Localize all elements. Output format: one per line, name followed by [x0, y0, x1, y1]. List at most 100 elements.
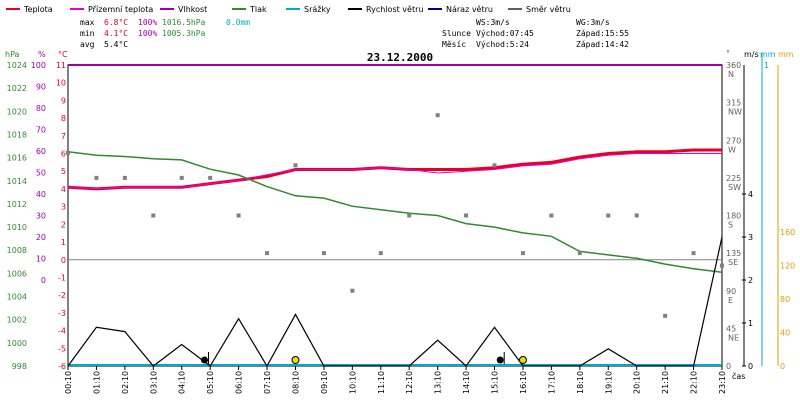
tick-degc-1: -5	[58, 344, 66, 353]
series-line-1	[67, 153, 722, 190]
tick-degc-13: 7	[61, 132, 66, 141]
tick-hpa-10: 1018	[7, 130, 27, 139]
tick-degc-4: -2	[58, 291, 66, 300]
tick-ms-2: 2	[748, 276, 753, 285]
stats-min-press: 1005.3hPa	[162, 29, 206, 38]
wind-dir-point-17	[549, 213, 554, 218]
marker-moon-0	[200, 356, 208, 364]
tick-degc-15: 9	[61, 96, 66, 105]
tick-pct-7: 70	[36, 126, 46, 135]
tick-degc-14: 8	[61, 114, 66, 123]
legend-label-1: Přízemní teplota	[88, 5, 153, 14]
tick-pct-10: 100	[31, 61, 46, 70]
marker-moon-2	[496, 356, 504, 364]
tick-pct-0: 0	[41, 276, 46, 285]
tick-x-1: 01:10	[92, 371, 101, 394]
wind-dir-point-4	[179, 175, 184, 180]
unit-hpa: hPa	[5, 50, 20, 59]
tick-x-21: 21:10	[661, 371, 670, 394]
wind-dir-point-5	[208, 175, 213, 180]
tick-mm2-4: 160	[780, 228, 795, 237]
stats-moonset: Západ:14:42	[576, 40, 629, 49]
tick-deg-4: 180	[726, 212, 741, 221]
stats-avg-temp: 5.4°C	[104, 40, 128, 49]
stats-min-label: min	[80, 29, 95, 38]
tick-hpa-5: 1008	[7, 246, 27, 255]
tick-x-15: 15:10	[491, 371, 500, 394]
stats-sunrise: Východ:07:45	[476, 29, 534, 38]
wind-dir-point-18	[577, 251, 582, 256]
tick-pct-6: 60	[36, 147, 46, 156]
tick-x-23: 23:10	[718, 371, 727, 394]
legend-label-0: Teplota	[23, 5, 53, 14]
wind-dir-point-6	[236, 213, 241, 218]
tick-hpa-3: 1004	[7, 293, 27, 302]
tick-pct-4: 40	[36, 190, 46, 199]
wind-dir-point-2	[122, 175, 127, 180]
wind-dir-point-1	[94, 175, 99, 180]
plot-frame	[67, 64, 723, 367]
tick-degc-2: -4	[58, 327, 66, 336]
tick-mm-top-0: 1	[764, 61, 769, 70]
series-line-0	[67, 148, 722, 191]
legend-label-3: Tlak	[249, 5, 267, 14]
tick-degc-0: -6	[58, 362, 66, 371]
unit-time: čas	[732, 371, 745, 381]
wind-dir-point-0	[66, 150, 70, 155]
tick-degc-8: 2	[61, 220, 66, 229]
legend-label-6: Náraz větru	[446, 5, 493, 14]
tick-hpa-2: 1002	[7, 316, 27, 325]
wind-dir-point-16	[520, 251, 525, 256]
marker-sun-3	[518, 356, 527, 364]
wind-dir-point-19	[606, 213, 611, 218]
tick-hpa-13: 1024	[7, 61, 27, 70]
tick-x-20: 20:10	[633, 371, 642, 394]
stats-sunset: Západ:15:55	[576, 29, 629, 38]
stats-wg: WG:3m/s	[576, 18, 610, 27]
legend-label-5: Rychlost větru	[366, 5, 423, 14]
tick-pct-2: 20	[36, 233, 46, 242]
tick-deg-label-8: N	[728, 70, 734, 79]
tick-degc-17: 11	[56, 61, 66, 70]
tick-x-3: 03:10	[149, 371, 158, 394]
tick-x-16: 16:10	[519, 371, 528, 394]
tick-mm2-0: 0	[780, 362, 785, 371]
wind-dir-point-3	[151, 213, 156, 218]
tick-x-9: 09:10	[320, 371, 329, 394]
tick-hpa-9: 1016	[7, 154, 27, 163]
tick-degc-3: -3	[58, 309, 66, 318]
tick-deg-5: 225	[726, 174, 741, 183]
unit-degc: °C	[58, 50, 68, 59]
tick-x-22: 22:10	[690, 371, 699, 394]
wind-dir-point-22	[691, 251, 696, 256]
wind-dir-point-21	[663, 313, 668, 318]
legend-label-2: Vlhkost	[178, 5, 207, 14]
tick-degc-6: 0	[61, 256, 66, 265]
tick-x-5: 05:10	[206, 371, 215, 394]
tick-ms-4: 4	[748, 190, 753, 199]
tick-x-11: 11:10	[377, 371, 386, 394]
tick-hpa-7: 1012	[7, 200, 27, 209]
tick-deg-7: 315	[726, 99, 741, 108]
wind-dir-point-7	[265, 251, 270, 256]
tick-deg-0: 0	[726, 362, 731, 371]
tick-pct-8: 80	[36, 104, 46, 113]
wind-dir-point-23	[720, 263, 724, 268]
tick-x-10: 10:10	[348, 371, 357, 394]
unit-ms: m/s	[744, 50, 759, 59]
tick-x-0: 00:10	[64, 371, 73, 394]
tick-x-4: 04:10	[178, 371, 187, 394]
tick-hpa-0: 998	[12, 362, 27, 371]
tick-x-18: 18:10	[576, 371, 585, 394]
stats-sun-label: Slunce	[442, 29, 471, 38]
tick-mm2-3: 120	[780, 262, 795, 271]
tick-degc-11: 5	[61, 167, 66, 176]
series-line-3	[67, 151, 723, 273]
unit-mm2: mm	[778, 50, 794, 59]
tick-deg-6: 270	[726, 136, 741, 145]
wind-dir-point-10	[350, 288, 355, 293]
unit-mm: mm	[760, 50, 776, 59]
tick-ms-3: 3	[748, 233, 753, 242]
wind-dir-point-11	[378, 251, 383, 256]
